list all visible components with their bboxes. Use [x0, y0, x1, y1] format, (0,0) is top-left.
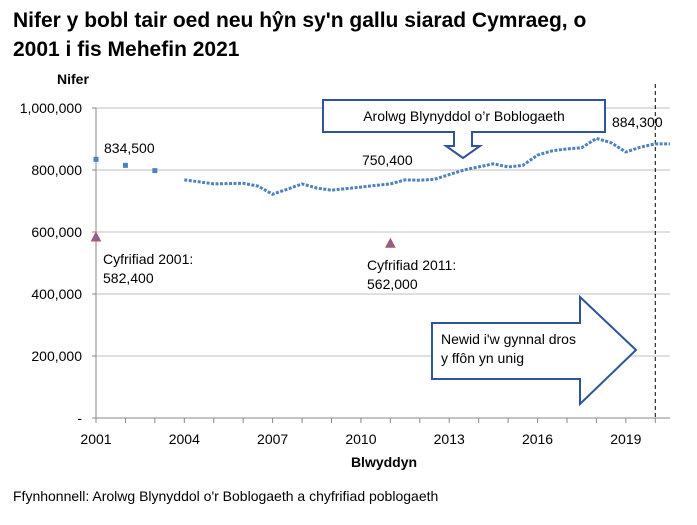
callout-phone-arrow [431, 294, 638, 407]
y-tick-label: - [77, 410, 82, 426]
source-note: Ffynhonnell: Arolwg Blynyddol o'r Boblog… [13, 488, 439, 504]
label-census-2011-title: Cyfrifiad 2011: [367, 257, 456, 273]
y-tick-label: 600,000 [31, 224, 82, 240]
y-tick-label: 800,000 [31, 162, 82, 178]
label-first-value: 834,500 [104, 140, 155, 156]
y-axis-ticks: - 200,000 400,000 600,000 800,000 1,000,000 [20, 100, 96, 426]
label-census-2011-value: 562,000 [367, 276, 418, 292]
y-tick-label: 1,000,000 [20, 100, 82, 116]
x-axis-ticks: 2001 2004 2007 2010 2013 2016 2019 [80, 418, 656, 447]
label-mid-value: 750,400 [362, 152, 413, 168]
y-tick-label: 400,000 [31, 286, 82, 302]
chart-title-line2: 2001 i fis Mehefin 2021 [13, 38, 240, 61]
label-last-value: 884,300 [612, 114, 663, 130]
x-tick-label: 2004 [169, 431, 200, 447]
survey-line [184, 136, 670, 196]
y-axis-label: Nifer [57, 71, 89, 87]
x-tick-label: 2019 [610, 431, 641, 447]
label-census-2001-value: 582,400 [103, 270, 154, 286]
callout-phone-text-line2: y ffôn yn unig [441, 350, 524, 366]
y-tick-label: 200,000 [31, 348, 82, 364]
label-census-2001-title: Cyfrifiad 2001: [103, 251, 193, 267]
survey-point [122, 162, 128, 168]
survey-point [93, 156, 99, 162]
x-tick-label: 2013 [434, 431, 465, 447]
x-tick-label: 2016 [522, 431, 553, 447]
callout-aps-text: Arolwg Blynyddol o’r Boblogaeth [363, 108, 565, 124]
chart-title-line1: Nifer y bobl tair oed neu hŷn sy'n gallu… [13, 9, 587, 32]
x-tick-label: 2010 [345, 431, 376, 447]
x-axis-label: Blwyddyn [351, 454, 417, 470]
x-tick-label: 2007 [257, 431, 288, 447]
census-point [90, 231, 102, 242]
x-tick-label: 2001 [80, 431, 111, 447]
chart-title: Nifer y bobl tair oed neu hŷn sy'n gallu… [13, 6, 693, 64]
data-series [90, 136, 670, 248]
survey-point [152, 168, 158, 174]
callout-phone-text-line1: Newid i'w gynnal dros [441, 331, 576, 347]
census-point [385, 237, 396, 248]
callout-aps-box [322, 99, 606, 160]
